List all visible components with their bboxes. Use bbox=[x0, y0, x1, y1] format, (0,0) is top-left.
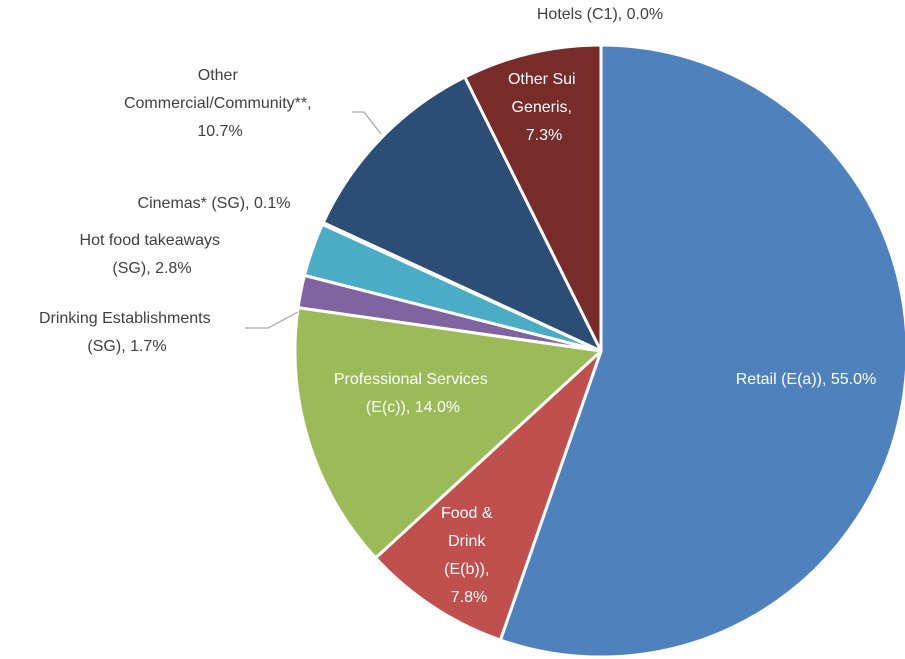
pie-slice bbox=[293, 306, 603, 560]
data-label: Food & Drink (E(b)), 7.8% bbox=[441, 505, 497, 606]
data-label: Retail (E(a)), 55.0% bbox=[736, 371, 877, 388]
data-label: Other Sui Generis, 7.3% bbox=[508, 71, 580, 144]
pie-slice bbox=[374, 349, 603, 642]
data-labels: Retail (E(a)), 55.0% Food & Drink (E(b)),… bbox=[39, 6, 876, 606]
pie bbox=[293, 43, 905, 659]
data-label: Other Commercial/Community**, 10.7% bbox=[124, 67, 316, 140]
data-label: Professional Services (E(c)), 14.0% bbox=[334, 371, 492, 416]
data-label: Hotels (C1), 0.0% bbox=[537, 6, 663, 23]
data-label: Cinemas* (SG), 0.1% bbox=[138, 195, 291, 212]
data-label: Drinking Establishments (SG), 1.7% bbox=[39, 310, 215, 355]
pie-slice bbox=[321, 75, 603, 353]
leader-line bbox=[352, 111, 382, 135]
pie-slice bbox=[463, 43, 603, 353]
leader-line bbox=[245, 311, 299, 329]
leader-lines bbox=[245, 111, 382, 329]
data-label: Hot food takeaways (SG), 2.8% bbox=[80, 232, 225, 277]
